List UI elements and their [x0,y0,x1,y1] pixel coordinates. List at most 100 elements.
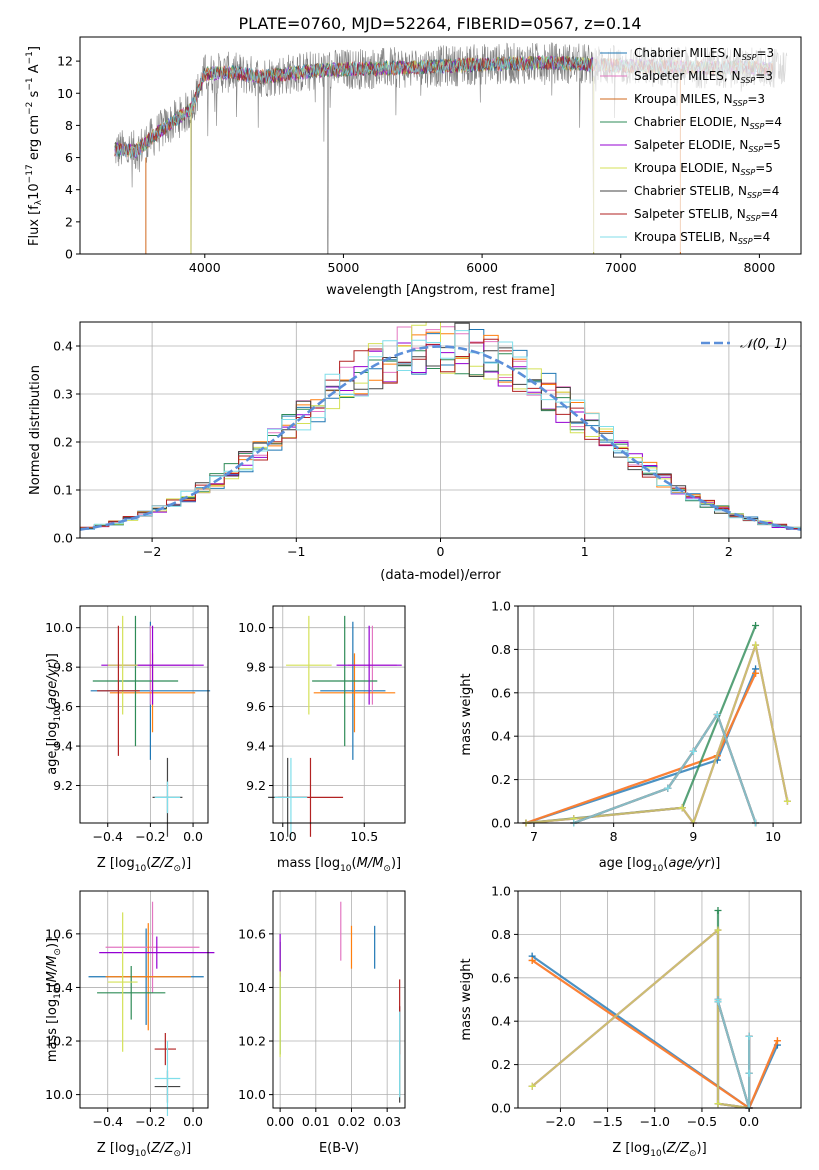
y-tick-label: 4 [65,182,73,197]
y-tick-label: 9.2 [53,778,73,793]
x-tick-label: 7 [530,829,538,844]
plot-area [90,615,211,837]
axes-frame [517,890,802,1109]
histogram-plot [80,322,801,533]
x-tick-label: 8 [610,829,618,844]
x-axis-label: E(B-V) [319,1141,359,1156]
x-tick-label: −0.2 [135,829,165,844]
y-tick-label: 9.4 [246,739,266,754]
y-axis-label: Flux [fλ10−17 erg cm−2 s−1 A−1] [25,46,44,246]
y-tick-label: 10.4 [45,980,73,995]
chart-age_vs_Z: −0.4 −0.2 0.0 9.2 9.4 9.6 9.8 10.0 Z [log10(Z/Z⊙… [45,605,211,874]
y-tick-label: 9.6 [53,699,73,714]
y-tick-label: 10.0 [45,1087,73,1102]
weight-marker [689,747,697,755]
x-tick-label: 0.0 [739,1114,759,1129]
y-tick-label: 0.2 [491,772,511,787]
x-tick-label: −0.2 [135,1114,165,1129]
weight-marker [678,804,686,812]
legend-label: Salpeter MILES, NSSP=3 [634,69,773,85]
y-tick-label: 0.6 [491,970,511,985]
y-tick-label: 0.4 [53,339,73,354]
x-tick-label: −2 [143,544,161,559]
legend-label: Salpeter ELODIE, NSSP=5 [634,138,781,154]
x-tick-label: 10.5 [350,829,378,844]
y-tick-label: 10.0 [238,620,266,635]
y-tick-label: 8 [65,118,73,133]
x-tick-label: 9 [689,829,697,844]
legend-label: Chabrier MILES, NSSP=3 [634,46,774,62]
x-axis-label: Z [log10(Z/Z⊙)] [612,1141,706,1159]
weight-line [525,640,789,826]
x-tick-label: 4000 [189,260,221,275]
y-tick-label: 0 [65,247,73,262]
y-tick-label: 0.0 [491,1101,511,1116]
chart-mass_vs_ebv: 0.00 0.01 0.02 0.03 10.0 10.2 10.4 10.6 E(B-V) [238,890,406,1156]
gaussian-curve [80,345,801,531]
weight-marker [528,956,536,964]
x-tick-label: 1 [581,544,589,559]
x-tick-label: 0 [437,544,445,559]
x-tick-label: 5000 [328,260,360,275]
y-tick-label: 0.8 [491,642,511,657]
histogram-step-line [80,330,801,532]
x-axis-label: mass [log10(M/M⊙)] [277,856,401,874]
y-tick-label: 9.2 [246,778,266,793]
weight-marker [664,784,672,792]
weight-line [531,927,750,1110]
y-tick-label: 10.0 [238,1087,266,1102]
chart-weight_vs_Z: −2.0 −1.5 −1.0 −0.5 0.0 0.0 0.2 0.4 0.6 0.8 1.0 Z [… [459,884,802,1159]
x-tick-label: −0.5 [687,1114,717,1129]
x-tick-label: −1.5 [592,1114,622,1129]
axes-frame [79,890,209,1109]
legend-label: Kroupa MILES, NSSP=3 [634,92,765,108]
y-tick-label: 1.0 [491,599,511,614]
y-tick-label: 0.1 [53,483,73,498]
y-tick-label: 9.8 [246,660,266,675]
chart-age_vs_mass: 10.0 10.5 9.2 9.4 9.6 9.8 10.0 mass [log10(M/M⊙… [238,605,406,874]
axes-frame [272,890,406,1109]
y-axis-label: age [log10(age/yr)] [45,653,63,775]
y-tick-label: 9.4 [53,739,73,754]
weight-marker [752,622,760,630]
y-tick-label: 2 [65,214,73,229]
y-tick-label: 0.2 [53,435,73,450]
weight-marker [714,926,722,934]
weight-line [525,672,757,825]
y-tick-label: 6 [65,150,73,165]
legend-label: Chabrier STELIB, NSSP=4 [634,184,779,200]
weight-marker [745,1032,753,1040]
x-tick-label: 0.02 [338,1114,366,1129]
x-tick-label: 0.01 [302,1114,330,1129]
legend-label: Kroupa STELIB, NSSP=4 [634,230,770,246]
figure-title: PLATE=0760, MJD=52264, FIBERID=0567, z=0… [238,14,641,33]
weight-line [525,640,789,826]
chart-histogram: −2 −1 0 1 2 0.0 0.1 0.2 0.3 0.4 𝒩(0, 1) (data-model… [28,321,802,583]
weight-line [716,910,750,1110]
y-tick-label: 10.2 [45,1034,73,1049]
plot-area [279,901,401,1103]
y-tick-label: 0.0 [53,531,73,546]
x-tick-label: 10 [765,829,781,844]
y-tick-label: 0.3 [53,387,73,402]
axes-frame [79,36,802,255]
y-tick-label: 10.4 [238,980,266,995]
weight-marker [714,907,722,915]
x-axis-label: Z [log10(Z/Z⊙)] [97,856,191,874]
y-tick-label: 10.0 [45,620,73,635]
x-tick-label: −1 [287,544,305,559]
x-tick-label: −0.4 [93,829,123,844]
axes-frame [517,605,802,824]
x-tick-label: 0.0 [183,829,203,844]
y-tick-label: 1.0 [491,884,511,899]
x-tick-label: 2 [725,544,733,559]
chart-mass_vs_Z: −0.4 −0.2 0.0 10.0 10.2 10.4 10.6 Z [log10(Z/Z⊙… [45,890,215,1159]
y-tick-label: 0.0 [491,816,511,831]
weight-marker [713,711,721,718]
x-tick-label: 6000 [466,260,498,275]
y-tick-label: 9.8 [53,660,73,675]
weight-line [716,999,751,1109]
y-tick-label: 0.6 [491,685,511,700]
x-axis-label: age [log10(age/yr)] [599,856,721,874]
